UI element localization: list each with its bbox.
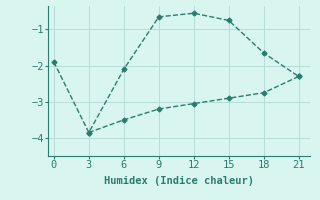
X-axis label: Humidex (Indice chaleur): Humidex (Indice chaleur) (104, 176, 254, 186)
